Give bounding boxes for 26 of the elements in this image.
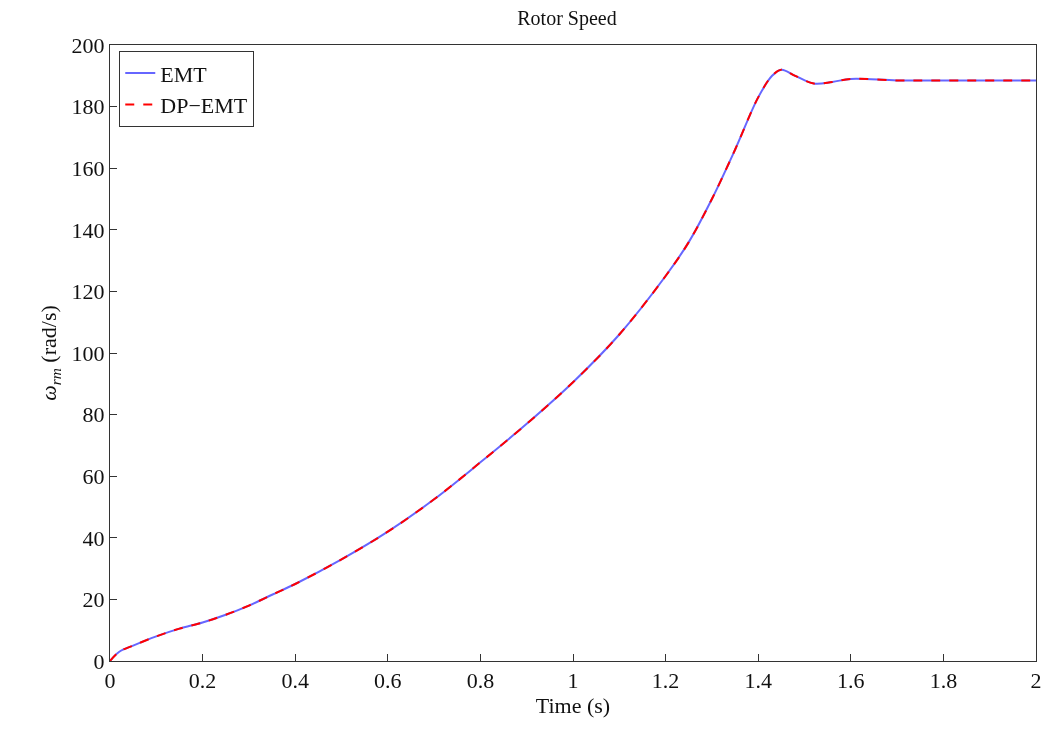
y-tick-label: 140 <box>71 217 105 243</box>
y-tick-label: 20 <box>82 587 105 613</box>
chart-title: Rotor Speed <box>517 7 617 31</box>
y-tick-label: 200 <box>71 32 105 58</box>
y-tick-label: 100 <box>71 340 105 366</box>
x-tick-label: 0.4 <box>281 668 309 694</box>
line-series <box>110 68 1036 661</box>
x-axis-title: Time (s) <box>535 693 611 719</box>
y-tick-label: 0 <box>93 648 105 674</box>
x-tick-label: 1.6 <box>837 668 865 694</box>
x-tick-label: 0.2 <box>188 668 217 694</box>
x-tick-label: 2 <box>1030 668 1042 694</box>
y-tick-label: 180 <box>71 94 105 120</box>
x-tick-label: 1 <box>567 668 579 694</box>
x-tick-label: 1.4 <box>744 668 772 694</box>
x-tick-label: 1.8 <box>929 668 958 694</box>
x-tick-label: 0.8 <box>466 668 495 694</box>
legend-label: DP−EMT <box>160 93 248 119</box>
y-tick-label: 160 <box>71 155 105 181</box>
y-tick-label: 40 <box>82 525 105 551</box>
y-tick-label: 60 <box>82 463 105 489</box>
y-tick-label: 120 <box>71 279 105 305</box>
legend-label: EMT <box>160 61 208 87</box>
x-tick-label: 0.6 <box>374 668 402 694</box>
x-tick-label: 1.2 <box>651 668 680 694</box>
y-tick-label: 80 <box>82 402 105 428</box>
